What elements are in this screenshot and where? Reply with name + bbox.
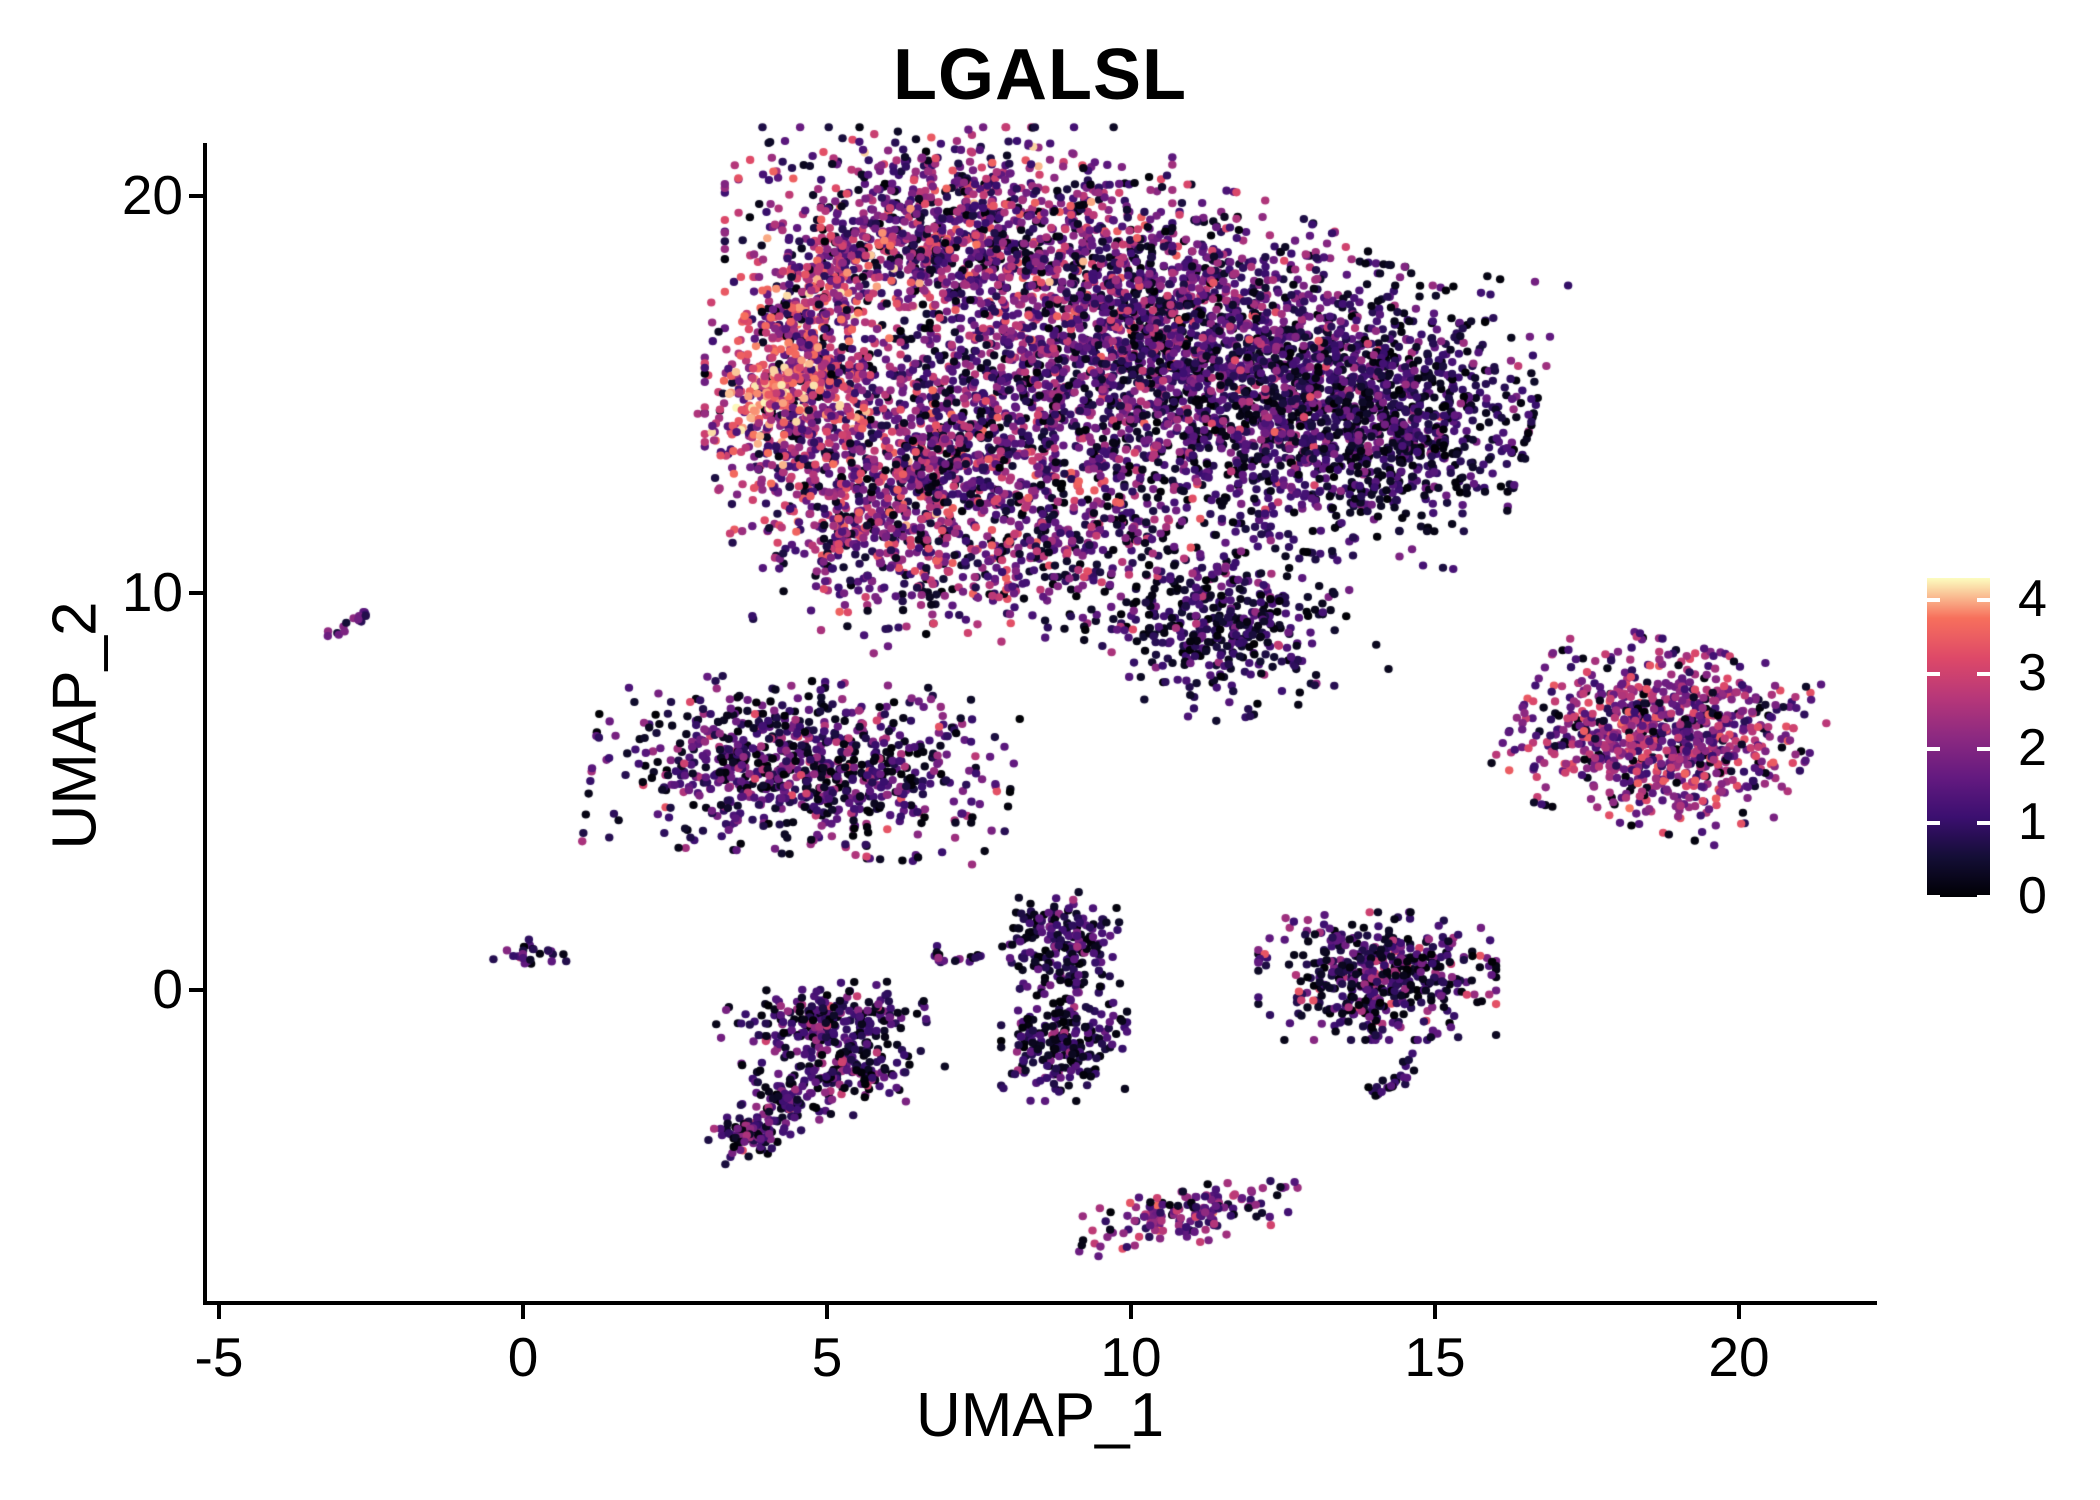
y-tick-mark: [189, 194, 203, 198]
x-axis-title: UMAP_1: [915, 1381, 1165, 1450]
y-axis-line: [203, 143, 207, 1305]
colorbar-tick-right: [1977, 598, 1990, 603]
x-tick-mark: [521, 1305, 525, 1319]
colorbar-tick-left: [1927, 672, 1940, 677]
colorbar-tick-left: [1927, 820, 1940, 825]
colorbar-tick-left: [1927, 746, 1940, 751]
colorbar-tick-right: [1977, 895, 1990, 899]
x-tick-label: -5: [194, 1326, 244, 1388]
colorbar-tick-label: 3: [2018, 644, 2047, 703]
x-axis-line: [203, 1301, 1877, 1305]
plot-title: LGALSL: [893, 35, 1187, 115]
y-axis-title: UMAP_2: [40, 601, 110, 850]
x-tick-mark: [825, 1305, 829, 1319]
y-tick-label: 0: [152, 958, 183, 1020]
x-tick-mark: [1129, 1305, 1133, 1319]
y-tick-mark: [189, 988, 203, 992]
colorbar-tick-left: [1927, 598, 1940, 603]
x-tick-label: 5: [811, 1326, 843, 1388]
x-tick-label: 10: [1100, 1326, 1162, 1388]
x-tick-mark: [1433, 1305, 1437, 1319]
y-tick-label: 10: [121, 561, 183, 623]
x-tick-mark: [217, 1305, 221, 1319]
x-tick-mark: [1737, 1305, 1741, 1319]
x-tick-label: 15: [1404, 1326, 1466, 1388]
colorbar-tick-right: [1977, 820, 1990, 825]
colorbar-tick-label: 1: [2018, 792, 2047, 851]
y-tick-mark: [189, 591, 203, 595]
x-tick-label: 0: [507, 1326, 539, 1388]
colorbar-tick-label: 0: [2018, 867, 2047, 925]
x-tick-label: 20: [1708, 1326, 1770, 1388]
colorbar-tick-label: 4: [2018, 570, 2047, 629]
colorbar-tick-right: [1977, 672, 1990, 677]
y-tick-label: 20: [121, 164, 183, 226]
colorbar-tick-left: [1927, 895, 1940, 899]
colorbar: [1927, 578, 1990, 897]
colorbar-tick-right: [1977, 746, 1990, 751]
colorbar-tick-label: 2: [2018, 718, 2047, 777]
